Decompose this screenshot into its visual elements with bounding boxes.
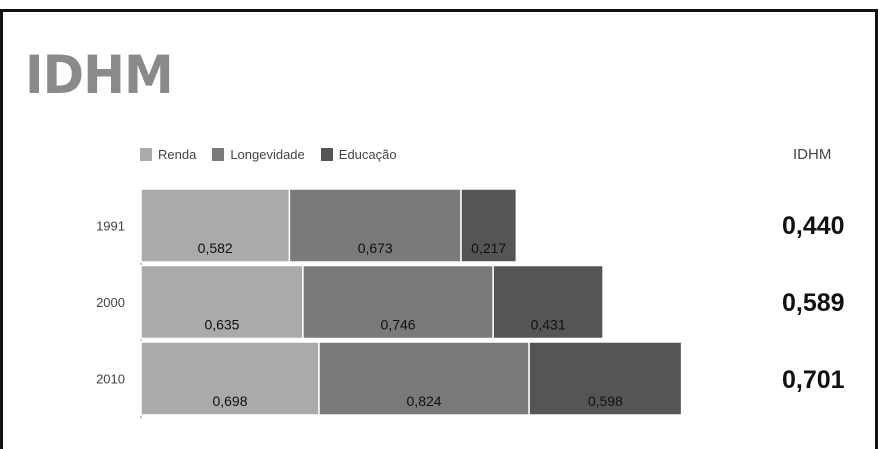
bar-longevidade-2000 xyxy=(302,264,494,340)
data-label-educacao-1991: 0,217 xyxy=(471,240,506,256)
legend-swatch-longevidade xyxy=(212,148,225,161)
bar-educacao-2010 xyxy=(528,341,683,416)
chart-frame xyxy=(0,9,878,449)
legend-swatch-educacao xyxy=(320,148,333,161)
category-label-1991: 1991 xyxy=(96,219,125,234)
legend-label-renda: Renda xyxy=(158,147,197,162)
legend-item-longevidade: Longevidade xyxy=(212,147,305,162)
legend-swatch-renda xyxy=(140,148,152,161)
idhm-total-2000: 0,589 xyxy=(782,289,845,317)
data-label-educacao-2010: 0,598 xyxy=(588,393,623,409)
bar-educacao-1991 xyxy=(460,188,518,263)
data-label-educacao-2000: 0,431 xyxy=(531,317,566,333)
chart-title: IDHM xyxy=(25,44,174,106)
bar-renda-2000 xyxy=(140,264,304,340)
data-label-renda-2000: 0,635 xyxy=(204,317,239,333)
idhm-total-1991: 0,440 xyxy=(782,212,845,240)
legend-label-educacao: Educação xyxy=(338,147,397,162)
legend-item-educacao: Educação xyxy=(320,147,397,162)
data-label-longevidade-1991: 0,673 xyxy=(358,240,393,256)
idhm-column-header: IDHM xyxy=(793,146,832,163)
legend: Renda Longevidade Educação xyxy=(140,147,397,162)
bar-educacao-2000 xyxy=(492,264,604,340)
data-label-longevidade-2000: 0,746 xyxy=(381,317,416,333)
stacked-bar-chart: 1991 0,582 0,673 0,217 2000 0,635 0,746 0,431 20… xyxy=(96,188,683,419)
legend-item-renda: Renda xyxy=(140,147,196,162)
category-label-2000: 2000 xyxy=(96,295,125,310)
idhm-total-2010: 0,701 xyxy=(782,366,845,394)
category-label-2010: 2010 xyxy=(96,372,125,387)
data-label-renda-2010: 0,698 xyxy=(212,393,247,409)
legend-label-longevidade: Longevidade xyxy=(230,147,305,162)
bar-renda-2010 xyxy=(140,341,320,416)
data-label-renda-1991: 0,582 xyxy=(198,240,233,256)
data-label-longevidade-2010: 0,824 xyxy=(407,393,442,409)
